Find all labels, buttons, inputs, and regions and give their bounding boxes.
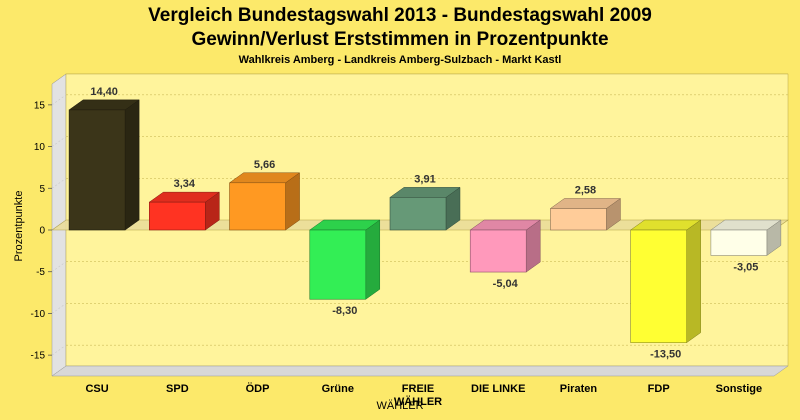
bar-3 [309, 229, 367, 300]
plot-area-floor [51, 365, 789, 377]
chart-title-line-2: Gewinn/Verlust Erststimmen in Prozentpun… [191, 29, 608, 50]
y-tick-label: -10 [31, 309, 46, 320]
x-axis-label: WÄHLER [376, 400, 423, 412]
y-tick-label: 15 [34, 100, 46, 111]
bar-6 [550, 208, 607, 231]
bar-2 [229, 182, 286, 231]
grid-line-side [51, 303, 67, 314]
data-label-1: 3,34 [174, 178, 196, 190]
grid-line-side [51, 136, 67, 147]
x-tick-label-4: WÄHLER [394, 395, 442, 408]
y-axis-label: Prozentpunkte [13, 191, 25, 262]
y-tick-labels: -15 -10 -5 0 5 10 15 [31, 100, 52, 362]
data-label-7: -13,50 [650, 349, 681, 361]
y-tick-label: -15 [31, 351, 46, 362]
x-tick-label-4: FREIE [402, 383, 434, 395]
data-label-3: -8,30 [332, 305, 357, 317]
x-tick-label-1: SPD [166, 383, 189, 395]
data-label-8: -3,05 [733, 261, 758, 273]
data-label-5: -5,04 [493, 278, 519, 290]
x-tick-label-8: Sonstige [716, 383, 762, 395]
bar-4 [389, 197, 447, 231]
grid-line-side [51, 178, 67, 189]
y-tick-label: -5 [36, 267, 45, 278]
chart-subtitle: Wahlkreis Amberg - Landkreis Amberg-Sulz… [239, 54, 562, 66]
x-tick-label-7: FDP [648, 383, 670, 395]
y-tick-label: 0 [39, 226, 45, 237]
y-tick-label: 5 [39, 184, 45, 195]
data-label-4: 3,91 [414, 173, 435, 185]
x-tick-label-2: ÖDP [246, 382, 270, 395]
x-tick-label-3: Grüne [322, 383, 354, 395]
bar-1 [149, 201, 206, 231]
bar-5 [469, 229, 527, 273]
bars: 14,40 3,34 5,66 -8,30 3,91 -5,04 2,58 -13,50 -3,… [68, 86, 782, 361]
grid-line-side [51, 344, 67, 356]
data-label-0: 14,40 [90, 86, 118, 98]
x-tick-label-6: Piraten [560, 383, 598, 395]
bar-side-7 [686, 219, 701, 344]
data-label-2: 5,66 [254, 159, 275, 171]
data-label-6: 2,58 [575, 184, 596, 196]
grid-line-side [51, 261, 67, 272]
grid-line-side [51, 94, 67, 106]
y-tick-label: 10 [34, 142, 46, 153]
bar-side-3 [365, 219, 381, 300]
bar-side-0 [124, 99, 140, 231]
x-tick-label-5: DIE LINKE [471, 383, 525, 395]
bar-0 [68, 109, 126, 231]
chart-title-line-1: Vergleich Bundestagswahl 2013 - Bundesta… [148, 5, 652, 26]
bar-8 [710, 229, 768, 256]
bar-7 [630, 229, 687, 343]
x-tick-label-0: CSU [85, 383, 108, 395]
